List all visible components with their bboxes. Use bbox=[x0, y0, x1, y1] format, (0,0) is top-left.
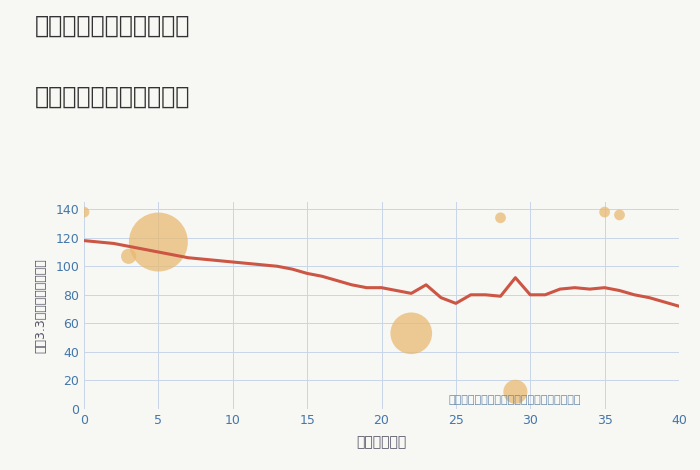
Point bbox=[614, 211, 625, 219]
Point bbox=[78, 208, 90, 216]
X-axis label: 築年数（年）: 築年数（年） bbox=[356, 435, 407, 449]
Point bbox=[495, 214, 506, 221]
Point bbox=[123, 252, 134, 260]
Point bbox=[153, 238, 164, 246]
Y-axis label: 坪（3.3㎡）単価（万円）: 坪（3.3㎡）単価（万円） bbox=[34, 258, 47, 353]
Point bbox=[406, 329, 417, 337]
Text: 円の大きさは、取引のあった物件面積を示す: 円の大きさは、取引のあった物件面積を示す bbox=[449, 395, 581, 405]
Text: 築年数別中古戸建て価格: 築年数別中古戸建て価格 bbox=[35, 85, 190, 109]
Text: 兵庫県尼崎市東塚口町の: 兵庫県尼崎市東塚口町の bbox=[35, 14, 190, 38]
Point bbox=[510, 388, 521, 396]
Point bbox=[599, 208, 610, 216]
